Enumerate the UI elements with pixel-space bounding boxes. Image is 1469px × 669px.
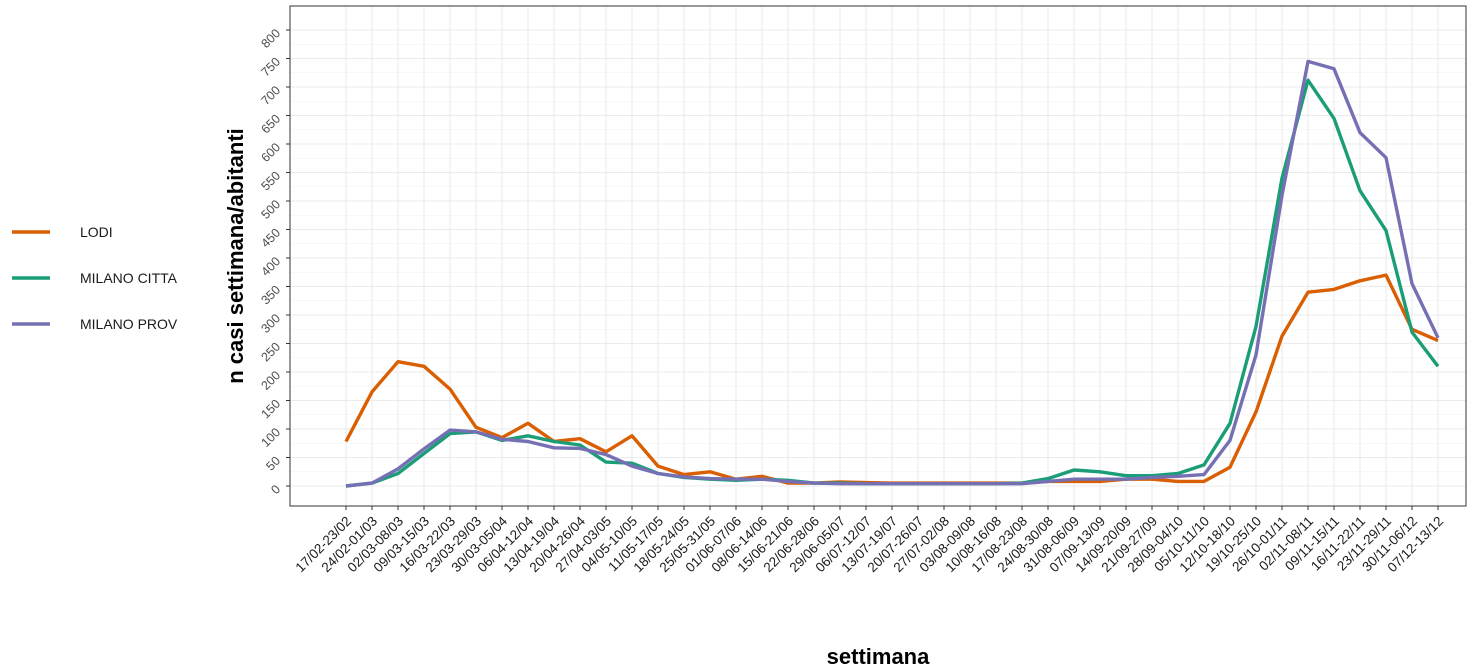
y-tick-label: 0 <box>268 482 283 497</box>
y-tick-label: 500 <box>258 197 283 222</box>
x-axis-title: settimana <box>827 644 930 669</box>
y-tick-label: 750 <box>258 55 283 80</box>
y-tick-label: 650 <box>258 112 283 137</box>
legend-label: MILANO CITTA <box>80 270 178 286</box>
series-line-milano-prov <box>345 59 1440 488</box>
legend: LODI MILANO CITTA MILANO PROV <box>12 224 178 332</box>
y-tick-label: 550 <box>258 169 283 194</box>
legend-label: LODI <box>80 224 113 240</box>
y-axis-title: n casi settimana/abitanti <box>223 128 248 384</box>
y-tick-label: 300 <box>258 311 283 336</box>
grid-layer <box>290 6 1466 506</box>
x-axis-ticks: 17/02-23/0224/02-01/0302/03-08/0309/03-1… <box>293 506 1446 575</box>
y-tick-label: 50 <box>263 454 283 474</box>
y-tick-label: 150 <box>258 397 283 422</box>
y-tick-label: 450 <box>258 226 283 251</box>
legend-label: MILANO PROV <box>80 316 178 332</box>
y-tick-label: 800 <box>258 26 283 51</box>
series-layer <box>344 59 1440 488</box>
y-tick-label: 250 <box>258 340 283 365</box>
y-tick-label: 100 <box>258 425 283 450</box>
y-tick-label: 600 <box>258 140 283 165</box>
y-tick-label: 200 <box>258 368 283 393</box>
y-tick-label: 700 <box>258 83 283 108</box>
y-tick-label: 400 <box>258 254 283 279</box>
plot-panel-border <box>289 5 1467 507</box>
y-tick-label: 350 <box>258 283 283 308</box>
y-axis-ticks: 0 50 100 150 200 250 300 350 400 450 500 550 600 650 7… <box>258 26 290 497</box>
